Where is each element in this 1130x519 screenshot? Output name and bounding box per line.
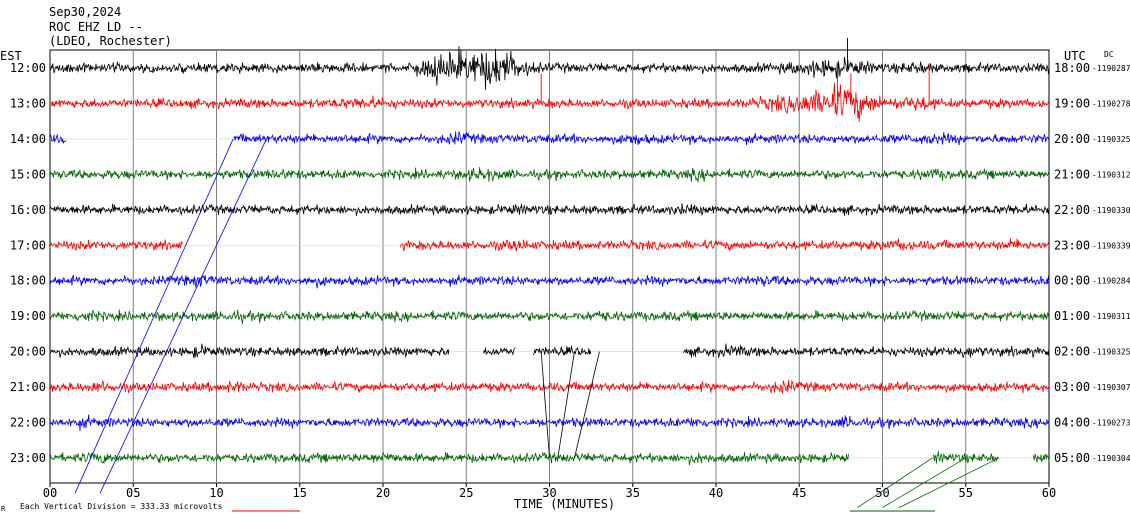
trace-row [49, 203, 1050, 217]
trace-row [49, 238, 1050, 252]
x-tick-label: 30 [542, 486, 556, 500]
dc-offset-label: -1190312 [1092, 170, 1130, 179]
trace-row [49, 167, 1050, 183]
utc-hour-label: 01:00 [1054, 309, 1090, 323]
trace-row [49, 451, 1050, 466]
est-hour-label: 16:00 [10, 203, 46, 217]
est-hour-labels: 12:00 13:00 14:00 15:00 16:00 17:00 18:00 19:00… [10, 61, 46, 465]
est-hour-label: 17:00 [10, 238, 46, 252]
x-tick-label: 20 [376, 486, 390, 500]
diagonal-artifact [898, 457, 1000, 508]
dc-offset-label: -1190304 [1092, 454, 1130, 463]
utc-hour-label: 21:00 [1054, 167, 1090, 181]
est-hour-label: 18:00 [10, 274, 46, 288]
grid [49, 49, 1050, 484]
utc-hour-label: 23:00 [1054, 238, 1090, 252]
utc-zone-label: UTC [1064, 49, 1086, 63]
x-tick-label: 50 [875, 486, 889, 500]
est-hour-label: 12:00 [10, 61, 46, 75]
est-hour-label: 21:00 [10, 380, 46, 394]
utc-hour-label: 02:00 [1054, 345, 1090, 359]
diagonal-artifact [74, 138, 234, 494]
dc-offset-label: -1190325 [1092, 135, 1130, 144]
utc-hour-label: 05:00 [1054, 451, 1090, 465]
trace-row [49, 379, 1050, 395]
network-label: (LDEO, Rochester) [49, 34, 172, 48]
est-zone-label: EST [0, 49, 22, 63]
est-hour-label: 14:00 [10, 132, 46, 146]
dc-label: DC [1104, 50, 1114, 59]
utc-hour-label: 03:00 [1054, 380, 1090, 394]
x-tick-label: 40 [709, 486, 723, 500]
dc-offset-label: -1190325 [1092, 348, 1130, 357]
trace-row [49, 46, 1050, 90]
diagonal-artifact [857, 457, 933, 508]
utc-hour-label: 22:00 [1054, 203, 1090, 217]
dc-offset-label: -1190330 [1092, 206, 1130, 215]
scale-note: Each Vertical Division = 333.33 microvol… [20, 502, 222, 511]
x-tick-label: 35 [626, 486, 640, 500]
diagonal-artifact [574, 351, 600, 459]
dc-offset-label: -1190273 [1092, 419, 1130, 428]
x-tick-label: 25 [459, 486, 473, 500]
est-hour-label: 15:00 [10, 167, 46, 181]
dc-offset-label: -1190278 [1092, 99, 1130, 108]
station-label: ROC EHZ LD -- [49, 20, 143, 34]
x-tick-label: 15 [293, 486, 307, 500]
est-hour-label: 23:00 [10, 451, 46, 465]
trace-row [49, 131, 1050, 146]
dc-offset-label: -1190311 [1092, 312, 1130, 321]
x-tick-label: 00 [43, 486, 57, 500]
x-tick-labels: 00 05 10 15 20 25 30 35 40 45 50 55 60 [43, 483, 1056, 500]
trace-row [49, 82, 1050, 123]
est-hour-label: 22:00 [10, 416, 46, 430]
utc-hour-label: 19:00 [1054, 96, 1090, 110]
diagonal-artifact [557, 351, 575, 459]
est-hour-label: 13:00 [10, 96, 46, 110]
utc-hour-label: 20:00 [1054, 132, 1090, 146]
utc-hour-label: 04:00 [1054, 416, 1090, 430]
est-hour-label: 20:00 [10, 345, 46, 359]
trace-row [49, 274, 1050, 289]
corner-mark: R [1, 505, 6, 513]
diagonal-artifact [540, 351, 550, 458]
trace-row [49, 343, 1050, 359]
x-tick-label: 05 [126, 486, 140, 500]
est-hour-label: 19:00 [10, 309, 46, 323]
diagonal-artifact [882, 457, 966, 508]
x-axis-title: TIME (MINUTES) [514, 497, 615, 511]
diagonal-artifact [99, 138, 267, 494]
date-label: Sep30,2024 [49, 5, 121, 19]
dc-offset-label: -1190339 [1092, 241, 1130, 250]
x-tick-label: 60 [1042, 486, 1056, 500]
utc-hour-label: 00:00 [1054, 274, 1090, 288]
x-tick-label: 45 [792, 486, 806, 500]
trace-row [49, 414, 1050, 432]
traces [49, 46, 1050, 466]
dc-offset-label: -1190287 [1092, 64, 1130, 73]
utc-hour-label: 18:00 [1054, 61, 1090, 75]
x-tick-label: 10 [209, 486, 223, 500]
dc-offset-label: -1190284 [1092, 277, 1130, 286]
trace-row [49, 309, 1050, 324]
x-tick-label: 55 [959, 486, 973, 500]
artifacts [74, 38, 1000, 508]
dc-offset-label: -1190307 [1092, 383, 1130, 392]
